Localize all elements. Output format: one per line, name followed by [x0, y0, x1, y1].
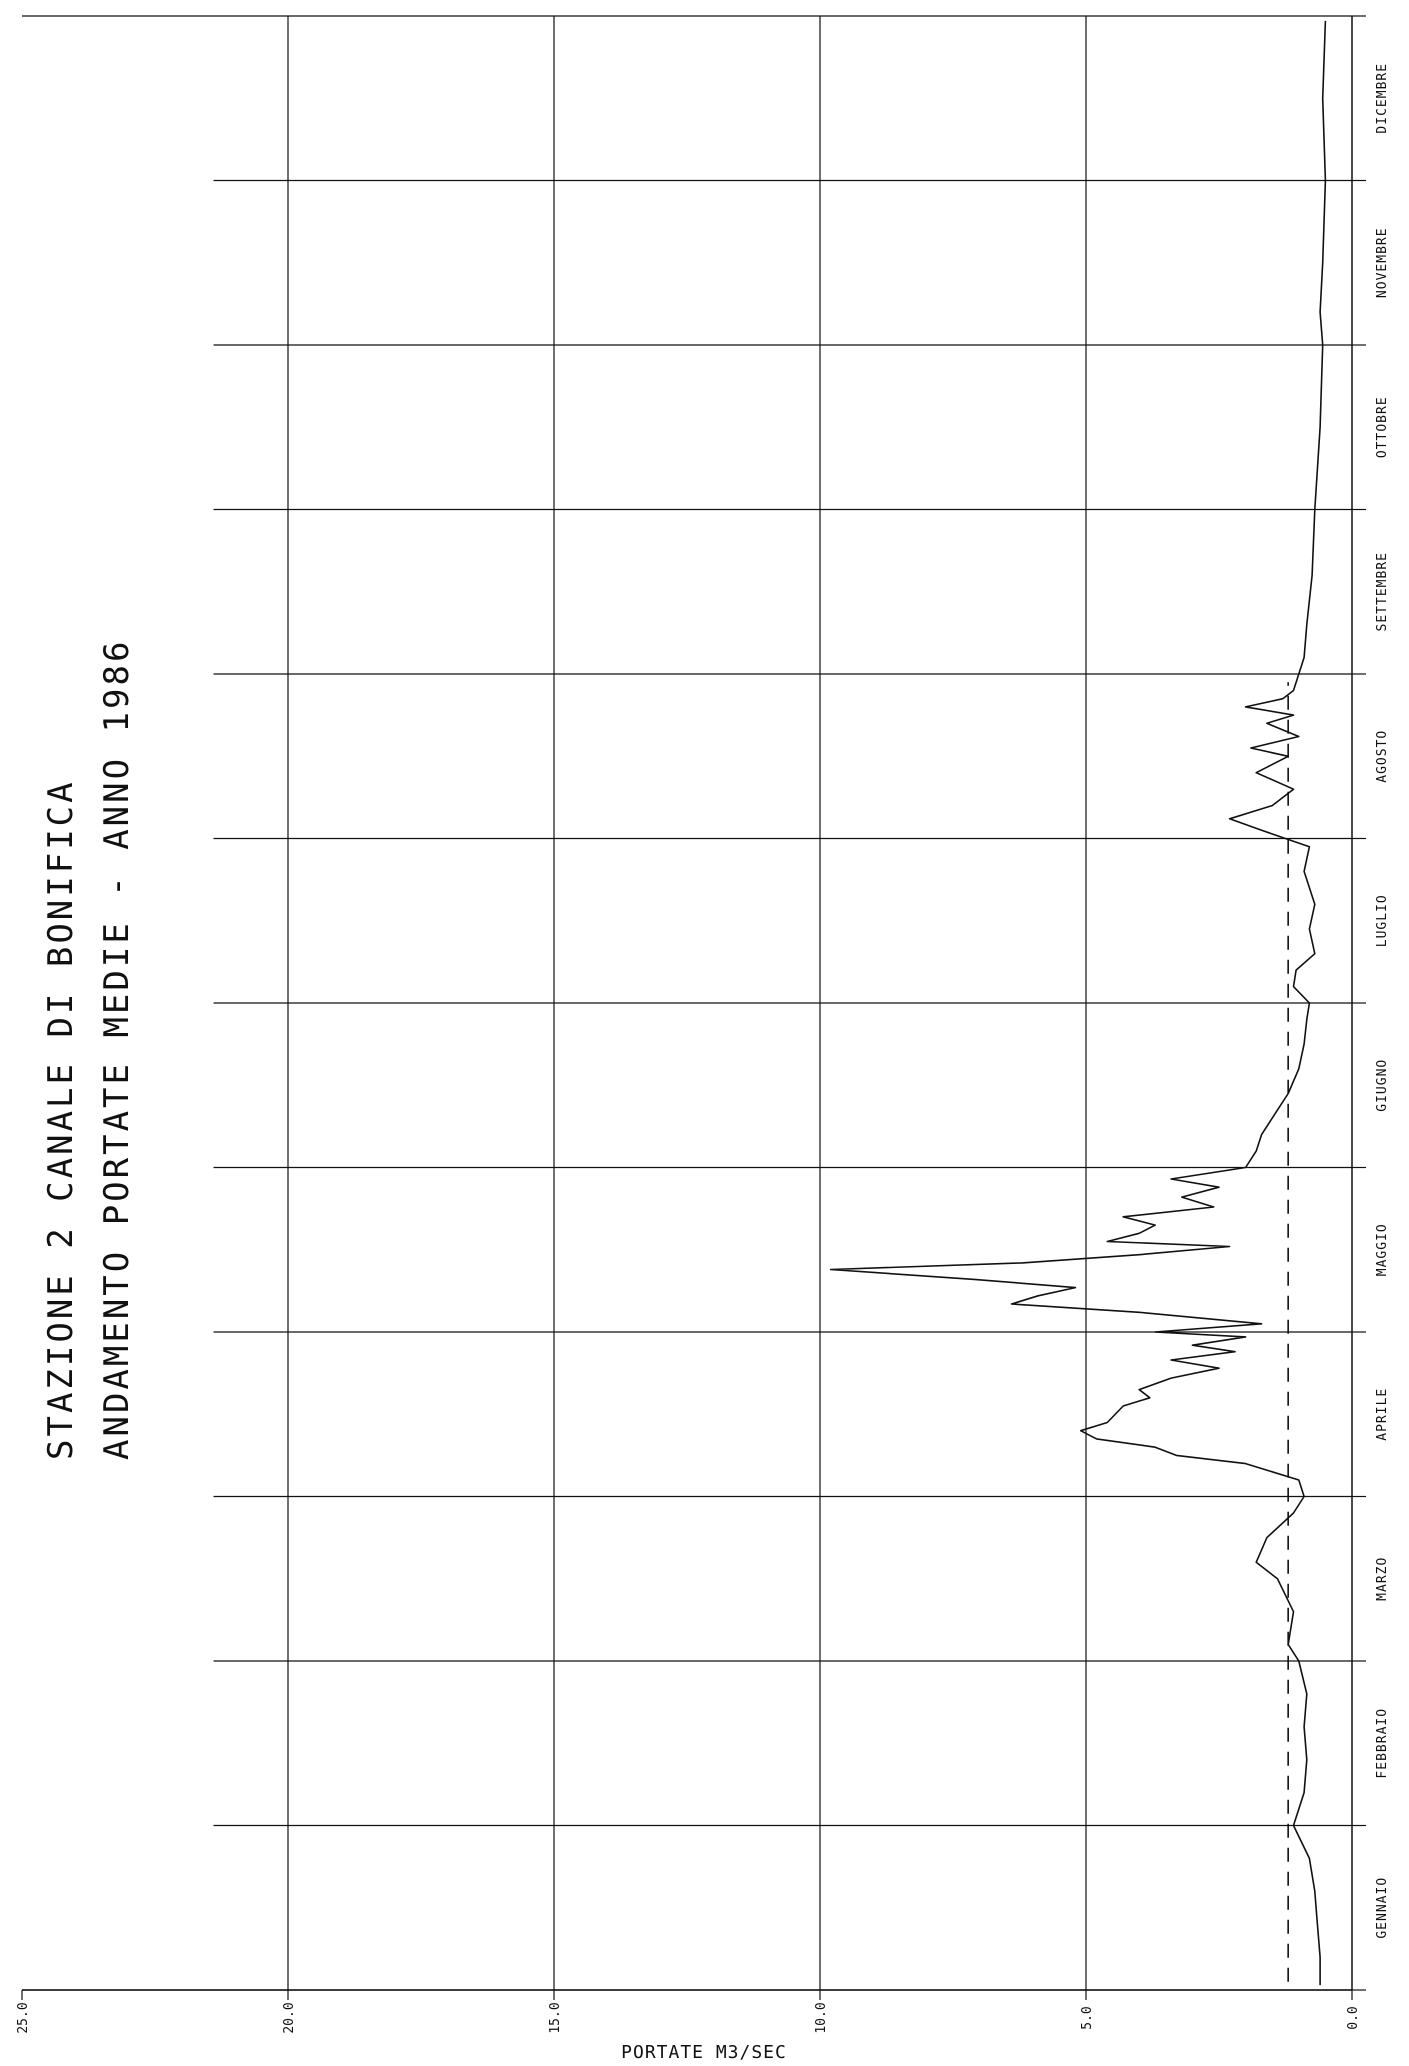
month-label-febbraio: FEBBRAIO — [1375, 1708, 1390, 1779]
value-tick-label-25.0: 25.0 — [16, 2002, 31, 2033]
chart-grid — [22, 15, 1352, 1991]
chart-title-line-2: ANDAMENTO PORTATE MEDIE - ANNO 1986 — [97, 639, 137, 1460]
month-label-settembre: SETTEMBRE — [1375, 552, 1390, 631]
value-tick-label-20.0: 20.0 — [282, 2002, 297, 2033]
value-tick-label-10.0: 10.0 — [814, 2002, 829, 2033]
chart-title-line-1: STAZIONE 2 CANALE DI BONIFICA — [41, 779, 81, 1460]
month-label-ottobre: OTTOBRE — [1375, 396, 1390, 458]
value-tick-label-15.0: 15.0 — [548, 2002, 563, 2033]
series-layer — [829, 20, 1327, 1986]
month-label-marzo: MARZO — [1375, 1557, 1390, 1601]
series-line-portate — [829, 20, 1327, 1986]
month-label-novembre: NOVEMBRE — [1375, 227, 1390, 298]
month-label-agosto: AGOSTO — [1375, 730, 1390, 783]
month-label-dicembre: DICEMBRE — [1375, 63, 1390, 134]
value-tick-label-5.0: 5.0 — [1080, 2006, 1095, 2029]
value-tick-label-0.0: 0.0 — [1346, 2006, 1361, 2029]
y-axis-label: PORTATE M3/SEC — [621, 2042, 787, 2063]
month-label-aprile: APRILE — [1375, 1388, 1390, 1441]
chart-axes — [21, 15, 1366, 2000]
month-label-giugno: GIUGNO — [1375, 1059, 1390, 1112]
label-layer: 0.0 5.0 10.0 15.0 20.0 25.0 GENNAIO FEBBRAIO MAR… — [16, 63, 1390, 2034]
month-label-maggio: MAGGIO — [1375, 1223, 1390, 1276]
month-label-gennaio: GENNAIO — [1375, 1877, 1390, 1939]
month-label-luglio: LUGLIO — [1375, 894, 1390, 947]
chart-title: STAZIONE 2 CANALE DI BONIFICA ANDAMENTO … — [41, 639, 137, 1460]
